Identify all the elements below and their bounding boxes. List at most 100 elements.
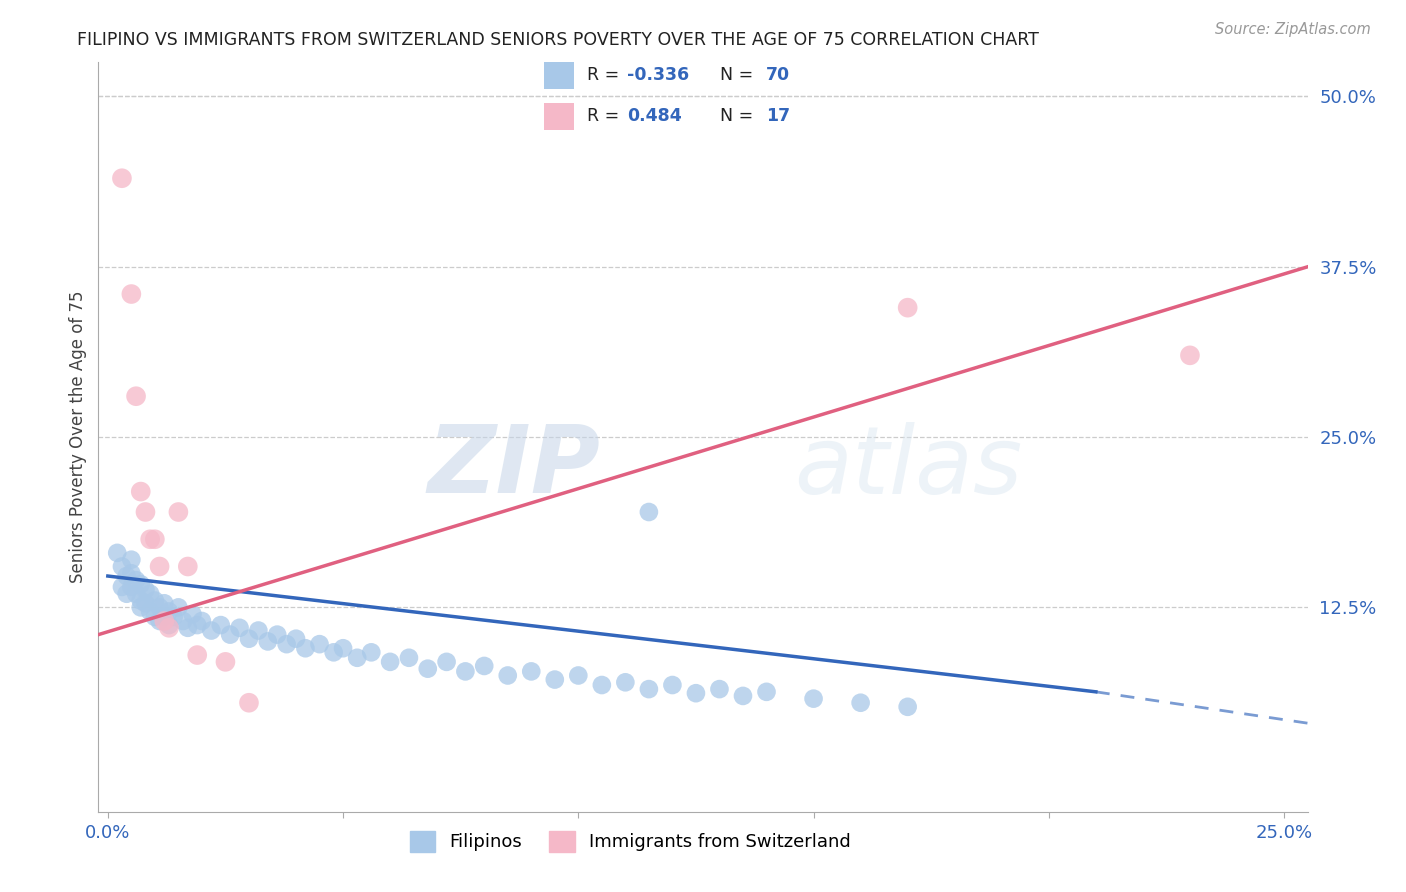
Text: R =: R =: [586, 66, 624, 84]
Point: [111, 580, 134, 594]
Point: [496, 668, 519, 682]
Point: [149, 614, 172, 628]
Point: [120, 580, 142, 594]
Point: [143, 533, 166, 547]
Point: [567, 668, 589, 682]
Point: [125, 587, 148, 601]
Point: [134, 582, 156, 597]
Point: [177, 559, 200, 574]
Point: [285, 632, 308, 646]
Point: [163, 610, 186, 624]
Point: [247, 624, 270, 638]
Point: [191, 614, 214, 628]
Text: 17: 17: [766, 107, 790, 125]
Point: [177, 621, 200, 635]
Point: [111, 559, 134, 574]
Point: [129, 484, 152, 499]
Point: [200, 624, 222, 638]
Bar: [544, 103, 575, 130]
Point: [115, 569, 138, 583]
Point: [134, 596, 156, 610]
Point: [1178, 348, 1201, 362]
Point: [346, 650, 368, 665]
Point: [360, 645, 382, 659]
Point: [228, 621, 250, 635]
Text: -0.336: -0.336: [627, 66, 689, 84]
Point: [238, 632, 260, 646]
Point: [129, 593, 152, 607]
Point: [849, 696, 872, 710]
Point: [614, 675, 637, 690]
Point: [149, 600, 172, 615]
Point: [129, 577, 152, 591]
Point: [416, 662, 439, 676]
Text: 70: 70: [766, 66, 790, 84]
Point: [897, 301, 920, 315]
Text: ZIP: ZIP: [427, 421, 600, 513]
Point: [139, 604, 162, 618]
Point: [294, 641, 316, 656]
Point: [755, 685, 778, 699]
Point: [172, 614, 194, 628]
Point: [638, 505, 661, 519]
Point: [125, 389, 148, 403]
Point: [276, 637, 298, 651]
Text: FILIPINO VS IMMIGRANTS FROM SWITZERLAND SENIORS POVERTY OVER THE AGE OF 75 CORRE: FILIPINO VS IMMIGRANTS FROM SWITZERLAND …: [77, 31, 1039, 49]
Point: [398, 650, 420, 665]
Point: [709, 682, 731, 697]
Point: [139, 587, 162, 601]
Point: [266, 627, 288, 641]
Point: [153, 596, 176, 610]
Point: [157, 621, 180, 635]
Point: [638, 682, 661, 697]
Point: [544, 673, 567, 687]
Point: [149, 559, 172, 574]
Point: [111, 171, 134, 186]
Legend: Filipinos, Immigrants from Switzerland: Filipinos, Immigrants from Switzerland: [402, 823, 858, 859]
Point: [238, 696, 260, 710]
Point: [125, 573, 148, 587]
Point: [153, 610, 176, 624]
Point: [803, 691, 825, 706]
Point: [157, 604, 180, 618]
Point: [105, 546, 128, 560]
Point: [454, 665, 477, 679]
Point: [322, 645, 344, 659]
Point: [157, 618, 180, 632]
Point: [143, 593, 166, 607]
Point: [134, 505, 156, 519]
Point: [308, 637, 330, 651]
Text: 0.484: 0.484: [627, 107, 682, 125]
Point: [129, 600, 152, 615]
Point: [120, 552, 142, 566]
Point: [520, 665, 543, 679]
Text: R =: R =: [586, 107, 630, 125]
Point: [167, 600, 190, 615]
Point: [897, 699, 920, 714]
Point: [685, 686, 707, 700]
Text: N =: N =: [720, 66, 759, 84]
Point: [436, 655, 458, 669]
Point: [186, 648, 208, 662]
Point: [115, 587, 138, 601]
Point: [120, 566, 142, 581]
Text: atlas: atlas: [793, 422, 1022, 513]
Point: [661, 678, 683, 692]
Point: [167, 505, 190, 519]
Point: [591, 678, 613, 692]
Text: N =: N =: [720, 107, 759, 125]
Point: [332, 641, 354, 656]
Point: [256, 634, 278, 648]
Bar: [544, 62, 575, 89]
Y-axis label: Seniors Poverty Over the Age of 75: Seniors Poverty Over the Age of 75: [69, 291, 87, 583]
Point: [186, 618, 208, 632]
Point: [378, 655, 401, 669]
Point: [153, 614, 176, 628]
Point: [139, 533, 162, 547]
Point: [472, 659, 495, 673]
Point: [120, 287, 142, 301]
Point: [181, 607, 204, 622]
Text: Source: ZipAtlas.com: Source: ZipAtlas.com: [1215, 22, 1371, 37]
Point: [214, 655, 236, 669]
Point: [731, 689, 754, 703]
